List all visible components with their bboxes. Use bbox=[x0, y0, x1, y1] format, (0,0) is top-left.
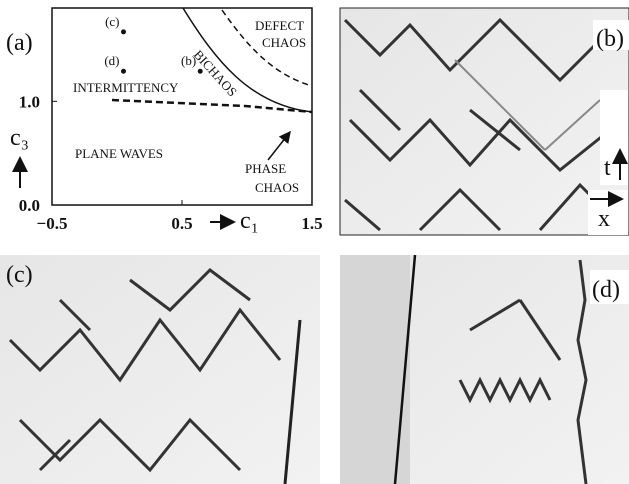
image-panel bbox=[340, 8, 629, 235]
y-tick-label: 1.0 bbox=[19, 92, 40, 111]
boundary bbox=[112, 100, 312, 112]
panel-label: (b) bbox=[596, 26, 624, 52]
point-label: (b) bbox=[181, 53, 196, 68]
image-panel bbox=[340, 255, 629, 484]
point bbox=[121, 69, 126, 74]
page: (a) DEFECT CHAOS BICHAOS INTERMITTENCY P… bbox=[0, 0, 629, 484]
y-tick-label: 0.0 bbox=[19, 196, 40, 215]
figure: (a) DEFECT CHAOS BICHAOS INTERMITTENCY P… bbox=[0, 0, 629, 484]
axis-label: t bbox=[604, 155, 611, 181]
region-label: PHASE bbox=[245, 161, 286, 176]
x-tick-label: −0.5 bbox=[37, 214, 68, 233]
point bbox=[198, 69, 203, 74]
image-panel bbox=[0, 255, 320, 484]
point bbox=[121, 29, 126, 34]
panel-label: (d) bbox=[592, 277, 620, 303]
arrow bbox=[268, 132, 290, 160]
panel-label: (a) bbox=[6, 30, 33, 56]
x-tick-label: 0.5 bbox=[171, 214, 192, 233]
region-label: PLANE WAVES bbox=[75, 146, 163, 161]
region-label: CHAOS bbox=[262, 35, 306, 50]
axis-label: c₃ bbox=[10, 125, 29, 151]
region-label: DEFECT bbox=[255, 18, 304, 33]
point-label: (c) bbox=[105, 14, 119, 29]
panel-label: (c) bbox=[6, 262, 33, 288]
axis-label: c₁ bbox=[240, 208, 259, 234]
region-label: INTERMITTENCY bbox=[73, 80, 179, 95]
axis-label: x bbox=[598, 206, 610, 232]
x-tick-label: 1.5 bbox=[301, 214, 322, 233]
point-label: (d) bbox=[104, 53, 119, 68]
region-label: CHAOS bbox=[255, 180, 299, 195]
